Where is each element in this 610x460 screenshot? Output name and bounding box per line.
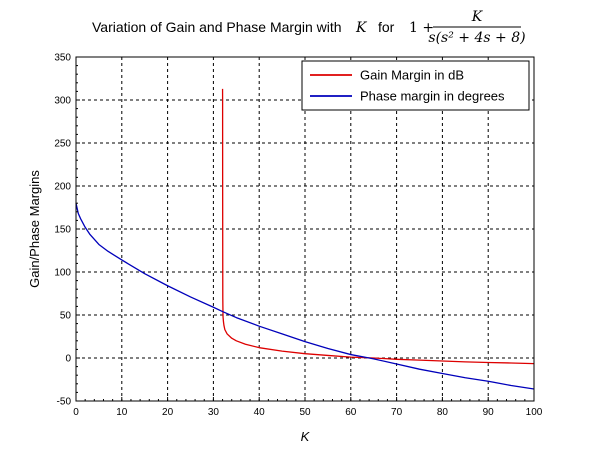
x-axis-label: K xyxy=(301,429,311,444)
x-tick-label: 30 xyxy=(208,407,220,418)
y-tick-label: 0 xyxy=(65,354,71,365)
x-tick-label: 70 xyxy=(391,407,403,418)
x-tick-label: 10 xyxy=(116,407,128,418)
x-tick-label: 100 xyxy=(526,407,543,418)
title-fraction-numerator: K xyxy=(471,9,484,25)
x-tick-label: 60 xyxy=(345,407,357,418)
legend: Gain Margin in dB Phase margin in degrees xyxy=(301,60,530,111)
x-tick-label: 90 xyxy=(483,407,495,418)
y-tick-label: 150 xyxy=(54,225,71,236)
legend-label: Phase margin in degrees xyxy=(360,89,505,104)
y-axis-label: Gain/Phase Margins xyxy=(27,170,42,288)
series-layer xyxy=(75,88,535,390)
y-tick-label: 200 xyxy=(54,182,71,193)
gain-margin-line xyxy=(221,88,535,365)
legend-label: Gain Margin in dB xyxy=(360,68,464,83)
chart-title: Variation of Gain and Phase Margin with … xyxy=(92,9,526,46)
axis-ticks: 0 10 20 30 40 50 60 70 80 90 100-50050100150200250… xyxy=(54,53,542,419)
x-tick-label: 0 xyxy=(73,407,79,418)
title-text: Variation of Gain and Phase Margin with xyxy=(92,19,342,35)
title-expression-prefix: 1 + xyxy=(409,20,434,36)
y-tick-label: 350 xyxy=(54,53,71,64)
y-tick-label: 300 xyxy=(54,96,71,107)
title-variable: K xyxy=(355,20,368,36)
y-tick-label: -50 xyxy=(57,397,72,408)
y-tick-label: 250 xyxy=(54,139,71,150)
x-tick-label: 50 xyxy=(299,407,311,418)
x-tick-label: 80 xyxy=(437,407,449,418)
x-tick-label: 20 xyxy=(162,407,174,418)
title-fraction-denominator: s(s² + 4s + 8) xyxy=(428,30,525,46)
legend-box xyxy=(301,60,530,111)
phase-margin-line xyxy=(75,203,535,390)
title-for: for xyxy=(378,19,395,35)
y-tick-label: 50 xyxy=(60,311,72,322)
y-tick-label: 100 xyxy=(54,268,71,279)
x-tick-label: 40 xyxy=(254,407,266,418)
